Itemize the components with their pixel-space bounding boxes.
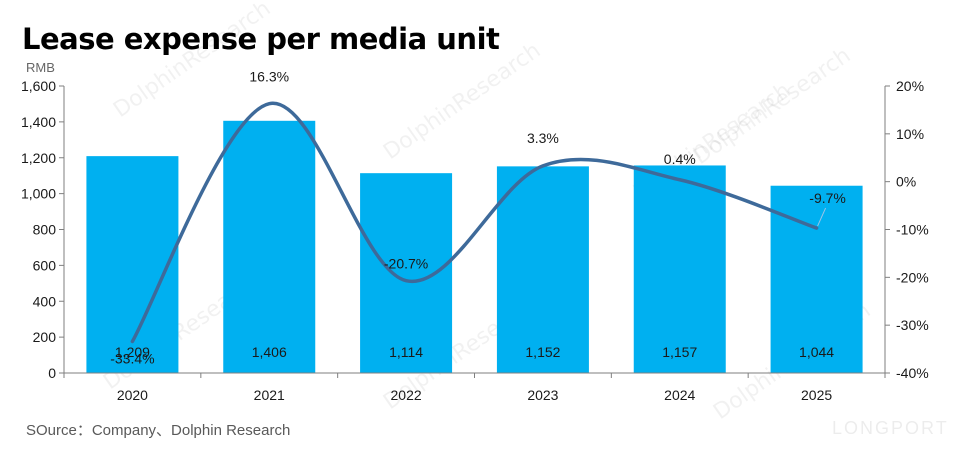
left-tick-label: 800 — [33, 222, 57, 238]
label-leader-line — [817, 207, 827, 227]
x-tick-label: 2025 — [801, 387, 832, 403]
right-tick-label: 10% — [896, 126, 924, 142]
chart-title: Lease expense per media unit — [22, 22, 500, 56]
left-tick-label: 1,600 — [21, 78, 56, 94]
watermark-text: DolphinResearch — [379, 38, 545, 165]
bar-2020 — [86, 156, 179, 373]
bar-value-label: 1,406 — [252, 344, 287, 360]
watermark-text: DolphinResearch — [689, 43, 855, 170]
right-tick-label: -20% — [896, 269, 929, 285]
growth-rate-label: 0.4% — [664, 151, 696, 167]
bar-value-label: 1,209 — [115, 344, 150, 360]
right-tick-label: -10% — [896, 222, 929, 238]
x-tick-label: 2023 — [527, 387, 558, 403]
unit-label: RMB — [26, 60, 55, 75]
left-tick-label: 1,400 — [21, 114, 56, 130]
source-note: SOurce：Company、Dolphin Research — [26, 422, 291, 439]
growth-rate-label: 3.3% — [527, 130, 559, 146]
left-tick-label: 0 — [48, 365, 56, 381]
left-tick-label: 1,000 — [21, 186, 56, 202]
x-tick-label: 2022 — [391, 387, 422, 403]
bar-value-label: 1,157 — [662, 344, 697, 360]
watermark-text: DolphinResearch — [109, 0, 275, 123]
growth-rate-label: -33.4% — [110, 350, 154, 366]
right-tick-label: -40% — [896, 365, 929, 381]
left-tick-label: 200 — [33, 329, 57, 345]
x-tick-label: 2020 — [117, 387, 148, 403]
bar-value-label: 1,114 — [389, 344, 423, 360]
x-tick-label: 2021 — [254, 387, 285, 403]
bar-2023 — [496, 166, 589, 373]
bar-value-label: 1,044 — [799, 344, 834, 360]
growth-rate-label: -9.7% — [809, 190, 846, 206]
bar-value-label: 1,152 — [525, 344, 560, 360]
bar-2021 — [223, 120, 316, 373]
right-tick-label: -30% — [896, 317, 929, 333]
growth-rate-line — [130, 101, 819, 344]
left-tick-label: 1,200 — [21, 150, 56, 166]
left-tick-label: 400 — [33, 293, 57, 309]
bar-2024 — [633, 165, 726, 373]
growth-rate-label: 16.3% — [249, 69, 289, 85]
right-tick-label: 0% — [896, 174, 916, 190]
left-tick-label: 600 — [33, 257, 57, 273]
right-tick-label: 20% — [896, 78, 924, 94]
x-tick-label: 2024 — [664, 387, 695, 403]
brand-watermark: LONGPORT — [832, 418, 949, 438]
growth-rate-label: -20.7% — [384, 256, 428, 272]
